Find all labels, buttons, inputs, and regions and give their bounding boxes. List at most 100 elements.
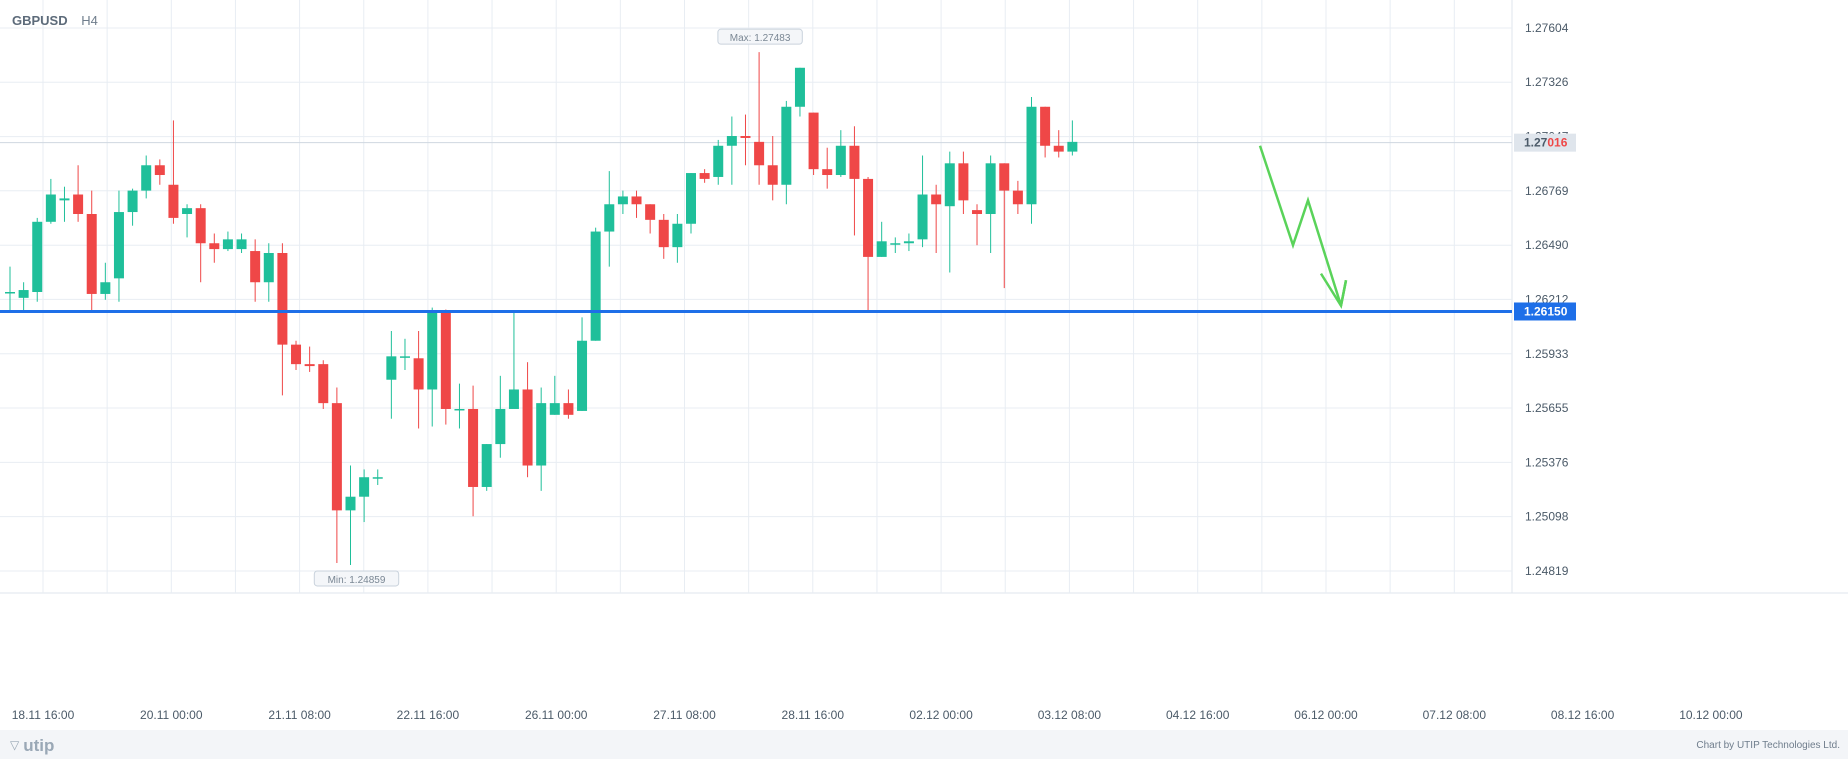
candle-bearish[interactable] bbox=[849, 145, 860, 179]
candle-bearish[interactable] bbox=[304, 364, 315, 367]
candle-bullish[interactable] bbox=[917, 194, 928, 240]
candle-bullish[interactable] bbox=[686, 173, 696, 224]
candle-bullish[interactable] bbox=[781, 106, 792, 185]
candle-bullish[interactable] bbox=[672, 223, 683, 248]
candle-bearish[interactable] bbox=[331, 403, 342, 511]
candle-bullish[interactable] bbox=[508, 389, 519, 409]
candle-bearish[interactable] bbox=[658, 219, 669, 248]
support-price-value: 1.26150 bbox=[1524, 304, 1568, 318]
candle-bearish[interactable] bbox=[740, 136, 751, 138]
candle-bearish[interactable] bbox=[168, 184, 179, 218]
candle-bullish[interactable] bbox=[427, 311, 438, 390]
x-tick-label: 20.11 00:00 bbox=[140, 708, 203, 722]
candle-bullish[interactable] bbox=[5, 291, 15, 294]
candle-bearish[interactable] bbox=[277, 252, 288, 345]
candle-bullish[interactable] bbox=[345, 496, 356, 511]
candle-bullish[interactable] bbox=[18, 290, 29, 298]
y-tick-label: 1.26769 bbox=[1525, 184, 1569, 198]
y-tick-label: 1.25655 bbox=[1525, 401, 1569, 415]
candle-bearish[interactable] bbox=[73, 194, 84, 215]
candle-bullish[interactable] bbox=[263, 252, 274, 283]
candle-bullish[interactable] bbox=[454, 408, 465, 411]
candle-bullish[interactable] bbox=[1026, 106, 1037, 205]
candle-bearish[interactable] bbox=[754, 141, 765, 166]
candle-bullish[interactable] bbox=[32, 221, 43, 292]
max-label-box bbox=[717, 28, 803, 45]
candle-bearish[interactable] bbox=[563, 403, 574, 415]
candle-bearish[interactable] bbox=[645, 204, 656, 220]
x-tick-label: 18.11 16:00 bbox=[12, 708, 75, 722]
candle-bearish[interactable] bbox=[195, 208, 206, 244]
candle-bearish[interactable] bbox=[440, 311, 451, 409]
timeframe-label[interactable]: H4 bbox=[81, 13, 98, 28]
price-axis bbox=[1512, 0, 1848, 730]
candle-bearish[interactable] bbox=[931, 194, 942, 205]
candle-bearish[interactable] bbox=[999, 163, 1010, 191]
candle-bullish[interactable] bbox=[399, 356, 410, 358]
y-tick-label: 1.24819 bbox=[1525, 564, 1569, 578]
candle-bullish[interactable] bbox=[182, 208, 193, 215]
candle-bullish[interactable] bbox=[1067, 141, 1078, 152]
candle-bearish[interactable] bbox=[468, 408, 479, 487]
brand: ▽ utip bbox=[10, 736, 54, 756]
candle-bearish[interactable] bbox=[958, 163, 969, 201]
candle-bullish[interactable] bbox=[617, 196, 628, 205]
price-chart[interactable]: 1.276041.273261.270471.267691.264901.262… bbox=[0, 0, 1848, 730]
candle-bullish[interactable] bbox=[113, 212, 124, 279]
candle-bearish[interactable] bbox=[318, 364, 329, 404]
candle-bullish[interactable] bbox=[127, 190, 138, 213]
candle-bullish[interactable] bbox=[45, 194, 56, 222]
x-tick-label: 07.12 08:00 bbox=[1423, 708, 1487, 722]
candle-bullish[interactable] bbox=[604, 204, 615, 232]
candle-bullish[interactable] bbox=[536, 403, 547, 466]
candle-bullish[interactable] bbox=[549, 403, 560, 415]
arrowhead bbox=[1319, 272, 1348, 309]
candle-bullish[interactable] bbox=[726, 136, 737, 146]
candle-bearish[interactable] bbox=[209, 243, 220, 250]
candle-bearish[interactable] bbox=[1040, 106, 1051, 146]
candle-bearish[interactable] bbox=[699, 173, 710, 179]
candle-bullish[interactable] bbox=[713, 145, 724, 177]
candle-bearish[interactable] bbox=[86, 214, 97, 294]
candle-bullish[interactable] bbox=[495, 408, 506, 445]
footer-bar: ▽ utip Chart by UTIP Technologies Ltd. bbox=[0, 730, 1848, 759]
candle-bearish[interactable] bbox=[1012, 190, 1023, 205]
candle-bullish[interactable] bbox=[794, 67, 805, 107]
candle-bearish[interactable] bbox=[250, 251, 261, 283]
candle-bearish[interactable] bbox=[631, 196, 642, 205]
candle-bullish[interactable] bbox=[59, 198, 70, 201]
candle-bearish[interactable] bbox=[822, 169, 833, 176]
candle-bullish[interactable] bbox=[481, 444, 492, 487]
candle-bearish[interactable] bbox=[808, 112, 819, 170]
candle-bullish[interactable] bbox=[372, 477, 383, 479]
candle-bearish[interactable] bbox=[291, 344, 302, 365]
candle-bullish[interactable] bbox=[985, 163, 996, 215]
x-tick-label: 08.12 16:00 bbox=[1551, 708, 1615, 722]
candle-bullish[interactable] bbox=[222, 239, 233, 250]
candle-bearish[interactable] bbox=[522, 389, 533, 466]
candle-bearish[interactable] bbox=[413, 358, 424, 390]
candle-bullish[interactable] bbox=[577, 340, 588, 411]
candle-bearish[interactable] bbox=[154, 165, 165, 176]
y-tick-label: 1.25098 bbox=[1525, 510, 1569, 524]
candle-bearish[interactable] bbox=[1053, 145, 1064, 152]
candle-bullish[interactable] bbox=[236, 239, 247, 250]
candle-bullish[interactable] bbox=[944, 163, 955, 207]
candle-bullish[interactable] bbox=[359, 477, 370, 497]
candle-bullish[interactable] bbox=[890, 243, 901, 245]
candle-bearish[interactable] bbox=[767, 165, 778, 185]
x-tick-label: 26.11 00:00 bbox=[525, 708, 588, 722]
candle-bearish[interactable] bbox=[863, 178, 874, 257]
candle-bullish[interactable] bbox=[590, 231, 601, 341]
candle-bullish[interactable] bbox=[876, 241, 887, 257]
candle-bullish[interactable] bbox=[835, 145, 846, 176]
x-tick-label: 03.12 08:00 bbox=[1038, 708, 1102, 722]
candle-bullish[interactable] bbox=[903, 241, 914, 244]
candle-bullish[interactable] bbox=[141, 165, 152, 191]
x-tick-label: 28.11 16:00 bbox=[782, 708, 845, 722]
candle-bullish[interactable] bbox=[386, 356, 397, 380]
candle-bullish[interactable] bbox=[100, 282, 111, 294]
candle-bearish[interactable] bbox=[972, 210, 983, 215]
x-tick-label: 06.12 00:00 bbox=[1294, 708, 1358, 722]
